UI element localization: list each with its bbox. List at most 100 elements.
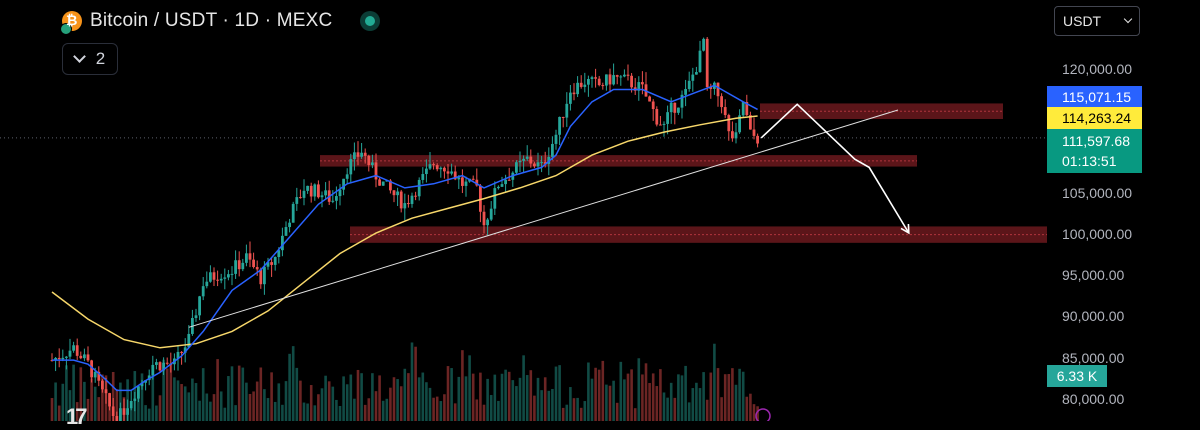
volume-bar bbox=[367, 398, 371, 421]
candle-body bbox=[432, 164, 435, 166]
candle-body bbox=[518, 160, 522, 163]
candle-body bbox=[299, 197, 302, 199]
candle-body bbox=[565, 103, 569, 118]
candle-body bbox=[756, 135, 759, 144]
volume-bar bbox=[637, 358, 641, 421]
volume-bar bbox=[720, 397, 723, 421]
candle-body bbox=[450, 171, 453, 174]
volume-bar bbox=[468, 355, 471, 421]
candle-body bbox=[590, 77, 594, 80]
price-chart[interactable] bbox=[0, 0, 1200, 421]
volume-bar bbox=[623, 379, 626, 421]
trendline bbox=[188, 109, 899, 328]
candle-body bbox=[101, 380, 104, 390]
volume-bar bbox=[540, 390, 543, 421]
candle-body bbox=[313, 184, 317, 197]
volume-bar bbox=[446, 366, 450, 421]
candle-body bbox=[572, 92, 576, 95]
volume-bar bbox=[515, 386, 518, 421]
volume-bar bbox=[608, 385, 612, 421]
candle-body bbox=[342, 178, 345, 190]
candle-body bbox=[245, 253, 248, 263]
price-tick: 100,000.00 bbox=[1062, 226, 1133, 242]
volume-bar bbox=[752, 404, 756, 421]
candle-body bbox=[464, 181, 468, 186]
candle-body bbox=[551, 143, 554, 157]
candle-body bbox=[403, 203, 407, 209]
volume-bar bbox=[641, 374, 644, 421]
volume-bar bbox=[291, 346, 295, 421]
volume-bar bbox=[209, 401, 212, 421]
candle-body bbox=[162, 362, 165, 371]
volume-bar bbox=[313, 405, 317, 421]
volume-bar bbox=[651, 373, 655, 421]
candle-body bbox=[360, 152, 363, 157]
volume-bar bbox=[212, 394, 216, 421]
candle-body bbox=[695, 72, 698, 75]
bitcoin-icon bbox=[60, 11, 82, 35]
candle-body bbox=[698, 50, 702, 73]
candle-body bbox=[734, 132, 738, 139]
candle-body bbox=[291, 203, 295, 223]
volume-bar bbox=[72, 364, 75, 421]
volume-bar bbox=[111, 371, 115, 421]
currency-select[interactable]: USDT bbox=[1054, 6, 1140, 36]
market-open-status-icon[interactable] bbox=[360, 11, 381, 31]
candle-body bbox=[371, 162, 374, 166]
candle-body bbox=[479, 185, 482, 212]
volume-bar bbox=[662, 392, 666, 421]
candle-body bbox=[194, 315, 198, 319]
volume-bar bbox=[147, 408, 151, 421]
volume-bar bbox=[486, 378, 489, 421]
volume-bar bbox=[385, 398, 389, 421]
symbol-title[interactable]: Bitcoin / USDT · 1D · MEXC bbox=[90, 10, 333, 31]
volume-bar bbox=[709, 372, 713, 421]
indicators-collapse-button[interactable]: 2 bbox=[62, 43, 118, 75]
candle-body bbox=[266, 262, 270, 267]
volume-bar bbox=[626, 373, 630, 421]
volume-bar bbox=[738, 368, 741, 421]
volume-bar bbox=[381, 400, 385, 421]
volume-bar bbox=[536, 377, 540, 421]
volume-bar bbox=[227, 376, 230, 421]
volume-bar bbox=[594, 367, 597, 421]
candle-body bbox=[317, 184, 320, 198]
volume-bar bbox=[522, 355, 525, 421]
volume-bar bbox=[507, 371, 511, 421]
candle-body bbox=[295, 197, 299, 204]
volume-bar bbox=[741, 371, 745, 421]
price-tick: 105,000.00 bbox=[1062, 185, 1133, 201]
candle-body bbox=[61, 357, 65, 360]
candle-body bbox=[407, 203, 410, 205]
candle-body bbox=[133, 398, 137, 401]
volume-bar bbox=[198, 400, 201, 421]
candle-body bbox=[684, 89, 687, 95]
candle-body bbox=[252, 259, 255, 268]
volume-bar bbox=[183, 386, 187, 421]
volume-bar bbox=[230, 366, 234, 421]
tradingview-logo[interactable]: 17 bbox=[66, 404, 88, 429]
volume-bar bbox=[237, 365, 241, 421]
candle-body bbox=[752, 129, 756, 136]
volume-bar bbox=[389, 387, 392, 421]
volume-bar bbox=[749, 393, 752, 421]
candle-body bbox=[324, 190, 327, 196]
volume-bar bbox=[551, 388, 554, 421]
volume-bar bbox=[414, 346, 417, 421]
candle-body bbox=[612, 75, 615, 85]
volume-bar bbox=[680, 375, 684, 421]
volume-bar bbox=[234, 405, 237, 421]
candle-body bbox=[281, 235, 284, 251]
volume-bar bbox=[583, 401, 587, 421]
event-marker-icon bbox=[755, 408, 771, 421]
volume-bar bbox=[605, 384, 608, 421]
candle-body bbox=[209, 272, 212, 282]
candle-body bbox=[651, 101, 655, 110]
candle-body bbox=[749, 115, 752, 130]
volume-bar bbox=[705, 399, 709, 421]
volume-bar bbox=[518, 377, 522, 421]
volume-bar bbox=[407, 373, 410, 421]
volume-bar bbox=[140, 373, 144, 421]
candle-body bbox=[533, 163, 536, 167]
candle-body bbox=[374, 162, 378, 180]
